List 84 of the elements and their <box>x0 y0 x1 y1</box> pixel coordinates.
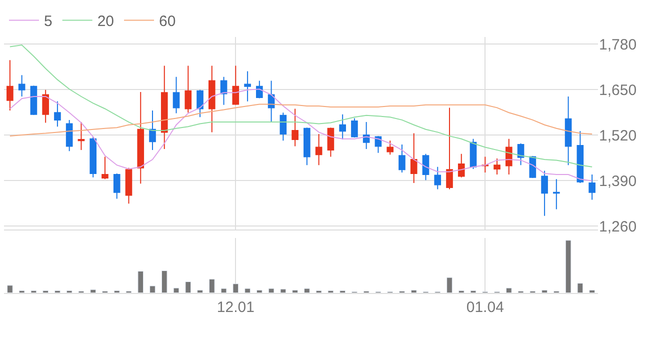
candlestick <box>422 153 430 181</box>
legend-label: 20 <box>97 13 114 30</box>
candlestick <box>482 156 489 173</box>
candlestick <box>446 107 453 190</box>
bar <box>185 282 192 293</box>
candlestick <box>386 140 394 156</box>
bar <box>138 271 144 293</box>
candlestick <box>292 108 298 147</box>
bar <box>589 290 595 293</box>
candlestick <box>458 153 465 178</box>
candlestick <box>78 122 85 151</box>
candlestick <box>172 76 180 114</box>
line-series <box>9 104 593 137</box>
candlestick <box>588 174 596 200</box>
line-series <box>9 44 593 168</box>
candlestick <box>339 114 346 140</box>
candlestick <box>564 96 572 166</box>
legend-label: 5 <box>44 13 52 30</box>
candlestick <box>398 144 406 173</box>
candlestick <box>220 76 228 106</box>
candlestick <box>280 112 287 142</box>
bar <box>268 288 274 293</box>
y-tick-label: 1,260 <box>599 218 637 236</box>
candlestick <box>505 138 512 176</box>
candlestick <box>315 133 322 166</box>
candlestick <box>256 80 263 99</box>
bar <box>161 270 168 293</box>
candlestick <box>541 170 548 216</box>
candlestick <box>362 122 370 150</box>
line-series <box>9 88 593 182</box>
candlestick <box>576 130 584 184</box>
candlestick <box>102 156 108 180</box>
candlestick <box>184 65 192 114</box>
candlestick <box>125 167 132 204</box>
bar <box>446 277 452 293</box>
candlestick <box>113 173 120 200</box>
bar <box>173 288 180 293</box>
candlestick <box>232 65 240 106</box>
legend-label: 60 <box>159 13 176 30</box>
candlestick <box>30 85 38 116</box>
candlestick <box>244 70 251 102</box>
candlestick <box>54 100 61 128</box>
y-tick-label: 1,390 <box>599 172 637 190</box>
bar <box>244 288 250 293</box>
bar <box>410 290 417 293</box>
bar <box>577 283 584 293</box>
candlestick <box>149 110 156 151</box>
bar <box>220 288 227 293</box>
candlestick <box>6 60 14 111</box>
candlestick <box>517 142 524 166</box>
x-tick-label: 12.01 <box>216 298 254 316</box>
bar <box>292 290 298 293</box>
candlestick <box>327 127 334 158</box>
candlestick <box>410 132 418 184</box>
candlestick <box>268 80 275 123</box>
candlestick <box>160 65 168 150</box>
candlestick <box>137 91 144 184</box>
bar <box>208 278 215 293</box>
candlestick <box>66 119 73 152</box>
candlestick <box>196 89 204 118</box>
candlestick <box>494 158 500 176</box>
bar <box>232 284 239 293</box>
candlestick <box>42 89 49 124</box>
candlestick <box>553 178 560 210</box>
bar <box>150 286 156 293</box>
bar <box>542 290 548 293</box>
candlestick <box>90 136 97 178</box>
candlestick <box>18 74 26 97</box>
bar <box>256 290 262 293</box>
y-tick-label: 1,650 <box>599 82 637 99</box>
x-tick-label: 01.04 <box>466 298 504 316</box>
candlestick <box>434 166 442 190</box>
candlestick <box>304 127 310 166</box>
y-tick-label: 1,780 <box>599 36 637 54</box>
y-tick-label: 1,520 <box>599 127 637 144</box>
bar <box>280 288 286 293</box>
bar <box>197 290 203 293</box>
bar <box>506 288 512 293</box>
bar <box>7 285 13 293</box>
candlestick <box>351 118 358 138</box>
bar <box>304 288 310 293</box>
candlestick <box>208 65 216 133</box>
bar <box>90 289 96 293</box>
bar <box>565 240 572 293</box>
